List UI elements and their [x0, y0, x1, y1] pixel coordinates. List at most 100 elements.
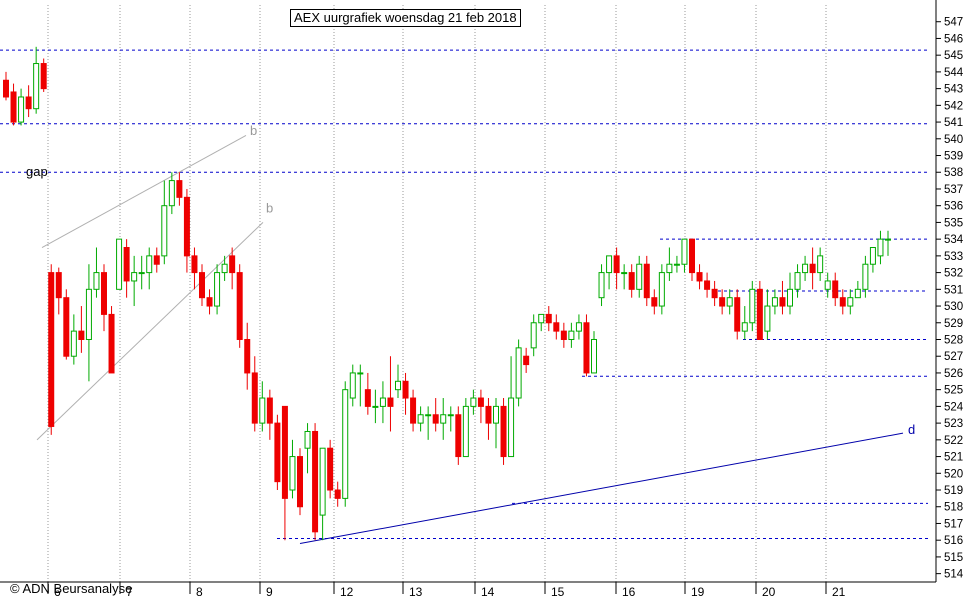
y-tick-label: 541: [944, 117, 963, 129]
y-tick-label: 514: [944, 569, 964, 581]
candle-body: [643, 263, 650, 299]
candle-body: [598, 272, 605, 299]
y-tick-label: 539: [944, 151, 963, 163]
candle-body: [885, 238, 891, 241]
candle-body: [85, 288, 92, 340]
annotation-label: d: [908, 422, 915, 437]
candle-body: [78, 330, 85, 340]
candle-body: [138, 272, 145, 275]
y-tick-label: 532: [944, 268, 963, 280]
candle-body: [206, 297, 213, 307]
candle-body: [176, 180, 183, 198]
candle-body: [25, 96, 32, 110]
candle-body: [319, 447, 326, 516]
candle-body: [606, 255, 613, 274]
y-tick-label: 521: [944, 452, 963, 464]
y-axis: 514 515 516 517 518 519 520 521 522 523 524 525 526 5…: [936, 17, 964, 581]
y-tick-label: 515: [944, 552, 963, 564]
candle-body: [123, 247, 130, 282]
candle-body: [168, 180, 175, 207]
candle-body: [191, 255, 198, 274]
y-tick-label: 526: [944, 368, 963, 380]
candle-body: [63, 297, 70, 357]
y-tick-label: 524: [944, 401, 964, 413]
y-tick-label: 542: [944, 100, 963, 112]
y-tick-label: 546: [944, 33, 963, 45]
candle-body: [477, 397, 484, 407]
x-tick-label: 16: [622, 585, 636, 599]
candle-body: [771, 297, 778, 307]
y-tick-label: 522: [944, 435, 963, 447]
y-tick-label: 523: [944, 418, 963, 430]
candle-body: [116, 238, 123, 290]
x-tick-label: 13: [409, 585, 423, 599]
candle-body: [447, 414, 454, 417]
candle-body: [146, 255, 153, 274]
candle-body: [749, 288, 756, 324]
x-tick-label: 15: [551, 585, 565, 599]
y-tick-label: 543: [944, 84, 963, 96]
candle-body: [734, 297, 741, 332]
candle-body: [704, 280, 711, 290]
candle-body: [764, 305, 771, 332]
annotation-label: b: [250, 123, 257, 138]
y-tick-label: 516: [944, 535, 963, 547]
candle-body: [70, 330, 77, 357]
candle-body: [440, 414, 447, 424]
x-tick-label: 6: [54, 585, 61, 599]
channel-upper-line: [41, 135, 247, 248]
y-tick-label: 533: [944, 251, 963, 263]
candle-body: [485, 405, 492, 424]
candle-body: [628, 272, 635, 290]
candle-body: [802, 263, 809, 274]
annotation-label: b: [266, 200, 273, 215]
candle-body: [334, 489, 341, 499]
candle-body: [214, 272, 221, 307]
candle-body: [349, 372, 356, 399]
candle-body: [824, 280, 831, 290]
candle-body: [462, 405, 469, 458]
candle-body: [108, 313, 115, 374]
x-tick-label: 20: [762, 585, 776, 599]
y-tick-label: 528: [944, 334, 963, 346]
y-tick-label: 517: [944, 518, 963, 530]
y-tick-label: 544: [944, 67, 964, 79]
plot-frame: [0, 0, 937, 583]
candle-body: [568, 330, 575, 340]
candle-body: [613, 255, 620, 274]
candle-body: [251, 372, 258, 424]
y-tick-label: 519: [944, 485, 963, 497]
candle-body: [741, 322, 748, 332]
candle-body: [575, 322, 582, 332]
x-axis: 6 7 8 9 12 13 14 15 16 19 20 21: [47, 582, 846, 599]
candle-body: [410, 397, 417, 424]
y-tick-label: 525: [944, 385, 963, 397]
annotations: gap b b d: [26, 123, 915, 437]
candle-body: [153, 255, 160, 265]
candle-body: [161, 205, 168, 257]
candle-body: [523, 355, 530, 366]
candle-body: [455, 414, 462, 458]
candle-body: [229, 255, 236, 274]
candle-body: [93, 272, 100, 290]
channel-lower-line: [36, 222, 264, 441]
candle-body: [553, 322, 560, 332]
candle-body: [266, 397, 273, 424]
y-tick-label: 534: [944, 234, 964, 246]
candle-body: [342, 389, 349, 499]
candle-body: [417, 414, 424, 424]
candle-body: [636, 263, 643, 290]
candle-body: [538, 313, 545, 324]
candle-body: [402, 380, 409, 399]
x-tick-label: 14: [481, 585, 495, 599]
candle-body: [274, 422, 281, 483]
candle-body: [10, 91, 17, 123]
candle-body: [289, 456, 296, 491]
y-tick-label: 536: [944, 201, 963, 213]
candle-body: [719, 297, 726, 307]
y-tick-label: 530: [944, 301, 963, 313]
candle-body: [847, 297, 854, 307]
candle-body: [817, 255, 824, 274]
candle-body: [470, 397, 477, 407]
